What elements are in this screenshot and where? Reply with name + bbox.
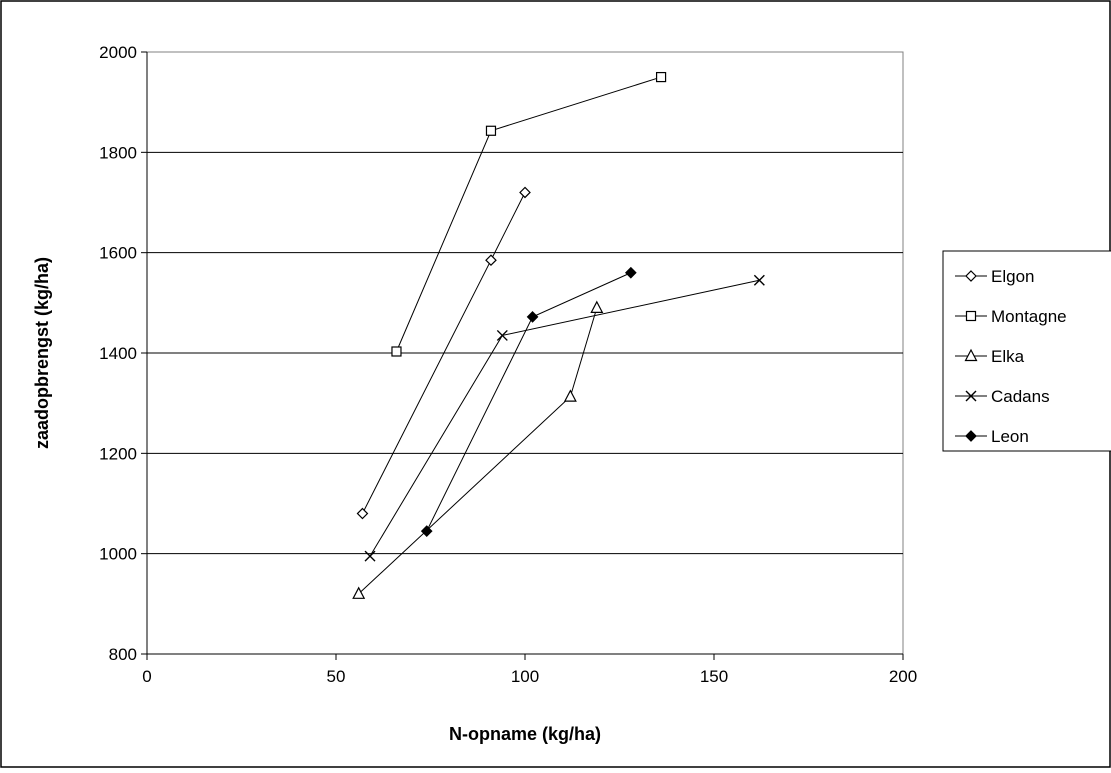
legend-label: Elka bbox=[991, 347, 1025, 366]
cross-stroke bbox=[965, 390, 977, 402]
data-point bbox=[965, 390, 977, 402]
legend: Elgon Montagne Elka Cadans Leon bbox=[942, 250, 1111, 452]
data-point bbox=[496, 329, 508, 341]
data-point bbox=[420, 525, 433, 537]
x-tick-label: 100 bbox=[511, 667, 539, 686]
series-leon bbox=[420, 266, 637, 537]
y-tick-label: 1200 bbox=[99, 444, 137, 463]
x-tick-label: 200 bbox=[889, 667, 917, 686]
legend-label: Cadans bbox=[991, 387, 1050, 406]
legend-entry-elka: Elka bbox=[955, 347, 1025, 366]
data-point bbox=[519, 186, 531, 199]
data-point bbox=[965, 430, 977, 442]
series-layer bbox=[352, 71, 765, 599]
data-point bbox=[356, 507, 369, 520]
legend-entry-montagne: Montagne bbox=[955, 307, 1067, 326]
cross-stroke bbox=[753, 274, 765, 286]
cross-stroke bbox=[496, 329, 508, 341]
x-tick-label: 150 bbox=[700, 667, 728, 686]
data-point bbox=[964, 348, 978, 362]
y-tick-label: 1400 bbox=[99, 344, 137, 363]
legend-label: Montagne bbox=[991, 307, 1067, 326]
data-point bbox=[624, 266, 637, 279]
data-point bbox=[563, 389, 577, 402]
x-tick-label: 50 bbox=[327, 667, 346, 686]
data-point bbox=[590, 300, 604, 313]
gridlines bbox=[147, 151, 903, 555]
data-point bbox=[753, 274, 765, 286]
cross-stroke bbox=[364, 550, 376, 562]
data-point bbox=[485, 254, 497, 267]
x-tick-label: 0 bbox=[142, 667, 151, 686]
series-elgon bbox=[356, 186, 531, 520]
data-point bbox=[655, 71, 667, 83]
y-tick-label: 1000 bbox=[99, 545, 137, 564]
data-point bbox=[391, 346, 402, 357]
series-cadans bbox=[364, 274, 765, 562]
data-point bbox=[364, 550, 376, 562]
legend-entry-cadans: Cadans bbox=[955, 387, 1050, 406]
x-axis-ticks: 0 50 100 150 200 bbox=[142, 654, 917, 686]
legend-label: Leon bbox=[991, 427, 1029, 446]
data-point bbox=[965, 270, 977, 282]
y-axis-ticks: 800 1000 1200 1400 1600 1800 2000 bbox=[99, 43, 147, 664]
x-axis-title: N-opname (kg/ha) bbox=[449, 724, 601, 744]
data-point bbox=[352, 586, 366, 599]
data-point bbox=[526, 311, 539, 323]
series-montagne bbox=[391, 71, 667, 357]
y-tick-label: 2000 bbox=[99, 43, 137, 62]
legend-label: Elgon bbox=[991, 267, 1034, 286]
y-axis-title: zaadopbrengst (kg/ha) bbox=[32, 257, 52, 449]
data-point bbox=[965, 310, 977, 322]
data-point bbox=[485, 125, 497, 136]
y-tick-label: 1600 bbox=[99, 244, 137, 263]
legend-entry-elgon: Elgon bbox=[955, 267, 1034, 286]
y-tick-label: 1800 bbox=[99, 143, 137, 162]
y-tick-label: 800 bbox=[109, 645, 137, 664]
legend-entry-leon: Leon bbox=[955, 427, 1029, 446]
